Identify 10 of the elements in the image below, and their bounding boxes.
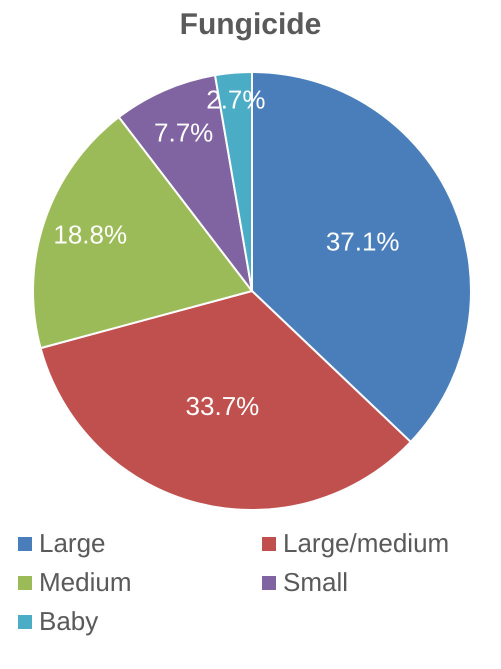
chart-title: Fungicide [178, 8, 322, 42]
legend-label: Small [283, 567, 348, 598]
data-label: 18.8% [53, 219, 128, 250]
data-label: 37.1% [326, 226, 400, 257]
data-label: 7.7% [154, 118, 214, 148]
legend-label: Large [39, 528, 106, 559]
legend-label: Baby [39, 606, 98, 637]
data-label: 33.7% [186, 390, 260, 421]
legend-label: Medium [39, 567, 132, 598]
legend-label: Large/medium [283, 528, 450, 559]
